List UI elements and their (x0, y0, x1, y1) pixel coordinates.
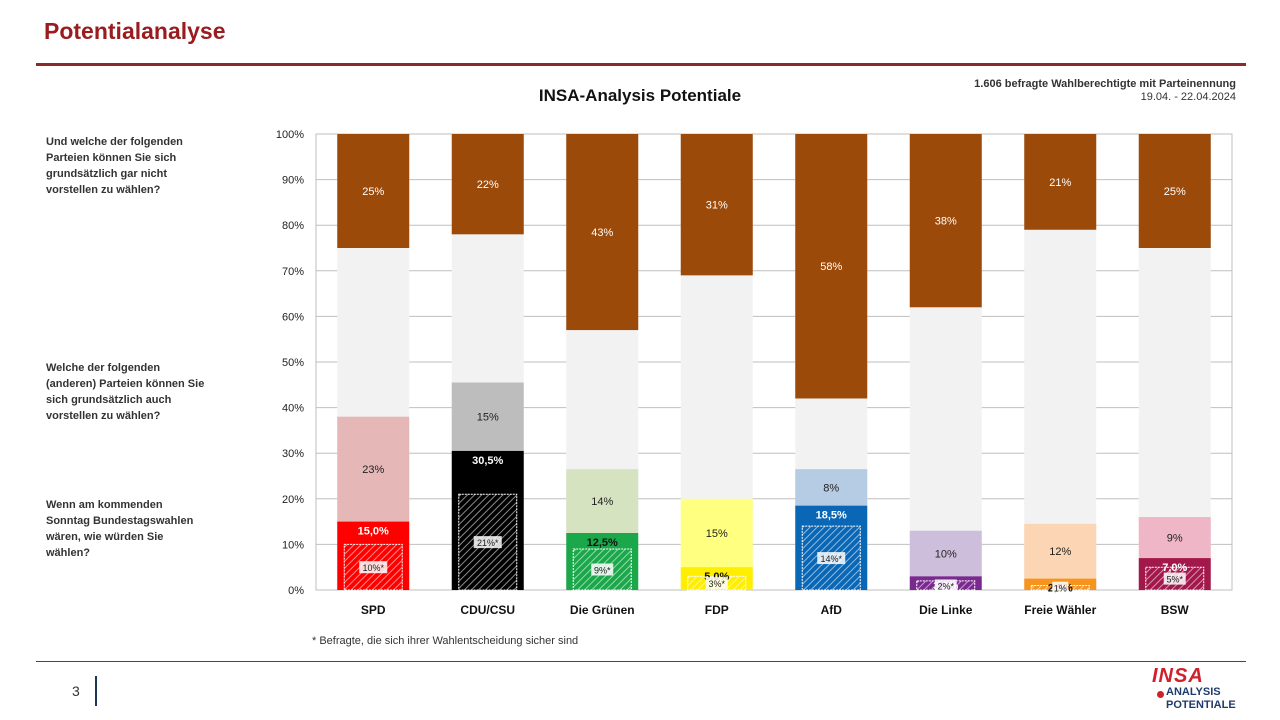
bar-potential (1024, 523, 1097, 579)
survey-period: 19.04. - 22.04.2024 (1140, 91, 1236, 103)
potential-label: 15% (706, 528, 728, 540)
potential-label: 14% (591, 496, 613, 508)
y-tick-label: 90% (282, 175, 304, 187)
y-tick-label: 100% (276, 129, 304, 141)
never-label: 43% (591, 227, 613, 239)
never-label: 21% (1049, 177, 1071, 189)
bar-never (1024, 134, 1097, 230)
logo-insa: INSA (1152, 665, 1204, 687)
potential-label: 9% (1167, 533, 1183, 545)
bar-potential (566, 469, 639, 533)
never-label: 58% (820, 261, 842, 273)
sure-label-box (359, 561, 388, 574)
bar-potential (680, 498, 753, 568)
sure-label: 2%* (937, 581, 954, 591)
bar-never (909, 134, 982, 308)
sure-label: 14%* (820, 554, 842, 564)
page-number: 3 (72, 683, 80, 699)
never-label: 22% (477, 179, 499, 191)
never-label: 25% (1164, 186, 1186, 198)
y-tick-label: 10% (282, 539, 304, 551)
logo-analysis: ANALYSIS (1166, 686, 1221, 698)
category-label: BSW (1161, 603, 1190, 617)
logo-potentiale: POTENTIALE (1166, 699, 1236, 711)
vote-label: 7,0% (1162, 562, 1187, 574)
bar-potential (1138, 517, 1211, 559)
bar-potential (337, 416, 410, 522)
sure-label: 1% (1054, 584, 1067, 594)
sure-label: 5%* (1166, 575, 1183, 585)
sure-label-box (1052, 581, 1069, 594)
potential-label: 15% (477, 412, 499, 424)
footnote: * Befragte, die sich ihrer Wahlentscheid… (312, 635, 579, 647)
vote-label: 30,5% (472, 455, 503, 467)
y-tick-label: 20% (282, 494, 304, 506)
y-tick-label: 70% (282, 266, 304, 278)
sure-label: 10%* (362, 563, 384, 573)
question-potential: Welche der folgenden (anderen) Parteien … (46, 362, 205, 422)
sure-label-box (817, 552, 846, 565)
vote-label: 15,0% (358, 526, 389, 538)
sure-label: 21%* (477, 538, 499, 548)
potential-label: 8% (823, 482, 839, 494)
respondent-info: 1.606 befragte Wahlberechtigte mit Parte… (974, 78, 1236, 104)
sure-label-box (1163, 572, 1186, 585)
category-label: FDP (705, 603, 729, 617)
bar-potential (451, 382, 524, 451)
y-tick-label: 40% (282, 403, 304, 415)
bar-never (337, 134, 410, 248)
sure-label-box (591, 563, 614, 576)
potential-label: 12% (1049, 546, 1071, 558)
sure-label: 9%* (594, 565, 611, 575)
y-tick-label: 30% (282, 448, 304, 460)
respondent-count: 1.606 befragte Wahlberechtigte mit Parte… (974, 78, 1236, 90)
never-label: 38% (935, 216, 957, 228)
category-label: SPD (361, 603, 386, 617)
sure-label: 3%* (708, 579, 725, 589)
bar-never (680, 134, 753, 276)
y-tick-label: 0% (288, 585, 304, 597)
footer-divider (36, 661, 1246, 662)
insa-logo: INSA ANALYSIS POTENTIALE (1152, 666, 1252, 718)
potential-label: 23% (362, 464, 384, 476)
y-tick-label: 80% (282, 220, 304, 232)
never-label: 25% (362, 186, 384, 198)
page-title: Potentialanalyse (44, 18, 226, 44)
vote-label: 18,5% (816, 510, 847, 522)
potential-label: 10% (935, 549, 957, 561)
category-label: CDU/CSU (460, 603, 515, 617)
sure-label-box (473, 536, 502, 549)
category-label: AfD (821, 603, 843, 617)
bar-never (566, 134, 639, 331)
logo-dot-icon (1157, 691, 1164, 698)
bar-never (1138, 134, 1211, 248)
bar-never (451, 134, 524, 235)
bar-potential (909, 530, 982, 577)
page-number-bar (95, 676, 97, 706)
sure-label-box (934, 579, 957, 592)
vote-label: 12,5% (587, 537, 618, 549)
sure-label-box (705, 577, 728, 590)
category-label: Die Linke (919, 603, 973, 617)
y-tick-label: 50% (282, 357, 304, 369)
question-vote: Wenn am kommenden Sonntag Bundestagswahl… (46, 499, 194, 559)
never-label: 31% (706, 200, 728, 212)
question-never: Und welche der folgenden Parteien können… (46, 136, 183, 196)
category-label: Die Grünen (570, 603, 635, 617)
category-label: Freie Wähler (1024, 603, 1096, 617)
bar-never (795, 134, 868, 399)
bar-potential (795, 469, 868, 506)
chart-title: INSA-Analysis Potentiale (538, 86, 742, 105)
y-tick-label: 60% (282, 311, 304, 323)
title-divider (36, 63, 1246, 66)
plot-frame (315, 133, 1233, 591)
